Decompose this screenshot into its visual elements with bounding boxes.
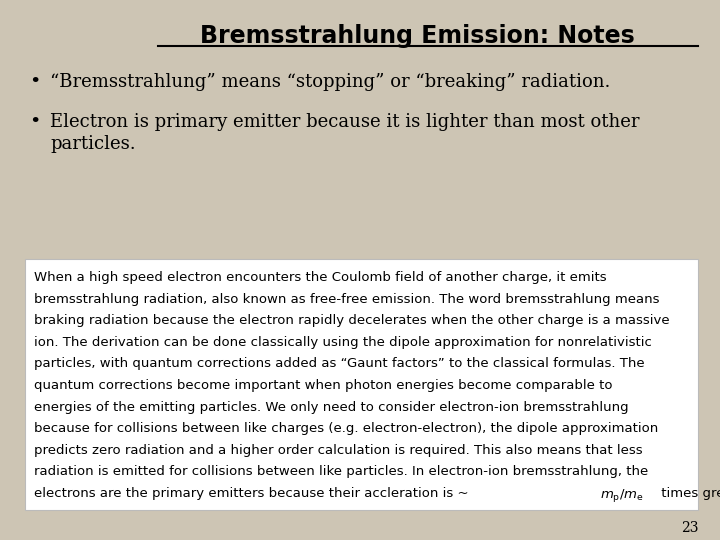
Text: Bremsstrahlung Emission: Notes: Bremsstrahlung Emission: Notes: [200, 24, 635, 48]
Text: particles.: particles.: [50, 135, 136, 153]
Text: quantum corrections become important when photon energies become comparable to: quantum corrections become important whe…: [34, 379, 612, 392]
Text: $m_\mathrm{p}/m_\mathrm{e}$: $m_\mathrm{p}/m_\mathrm{e}$: [600, 487, 644, 504]
Text: radiation is emitted for collisions between like particles. In electron-ion brem: radiation is emitted for collisions betw…: [34, 465, 648, 478]
FancyBboxPatch shape: [25, 259, 698, 510]
Text: times greater.: times greater.: [657, 487, 720, 500]
Text: Electron is primary emitter because it is lighter than most other: Electron is primary emitter because it i…: [50, 113, 640, 131]
Text: •: •: [29, 73, 40, 91]
Text: 23: 23: [681, 521, 698, 535]
Text: bremsstrahlung radiation, also known as free-free emission. The word bremsstrahl: bremsstrahlung radiation, also known as …: [34, 293, 660, 306]
Text: electrons are the primary emitters because their accleration is ~: electrons are the primary emitters becau…: [34, 487, 473, 500]
Text: predicts zero radiation and a higher order calculation is required. This also me: predicts zero radiation and a higher ord…: [34, 444, 642, 457]
Text: •: •: [29, 113, 40, 131]
Text: energies of the emitting particles. We only need to consider electron-ion bremss: energies of the emitting particles. We o…: [34, 401, 629, 414]
Text: “Bremsstrahlung” means “stopping” or “breaking” radiation.: “Bremsstrahlung” means “stopping” or “br…: [50, 73, 611, 91]
Text: ion. The derivation can be done classically using the dipole approximation for n: ion. The derivation can be done classica…: [34, 336, 652, 349]
Text: When a high speed electron encounters the Coulomb field of another charge, it em: When a high speed electron encounters th…: [34, 271, 606, 284]
Text: particles, with quantum corrections added as “Gaunt factors” to the classical fo: particles, with quantum corrections adde…: [34, 357, 644, 370]
Text: braking radiation because the electron rapidly decelerates when the other charge: braking radiation because the electron r…: [34, 314, 670, 327]
Text: because for collisions between like charges (e.g. electron-electron), the dipole: because for collisions between like char…: [34, 422, 658, 435]
